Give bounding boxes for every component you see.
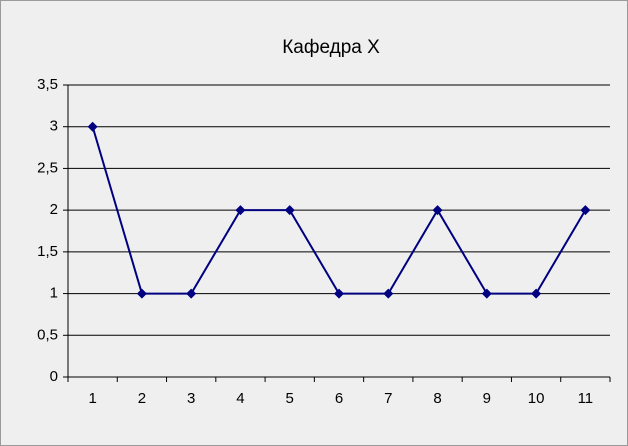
data-point xyxy=(136,288,147,299)
y-tick-label: 1,5 xyxy=(37,243,58,260)
y-tick-label: 2 xyxy=(50,201,58,218)
chart-title: Кафедра X xyxy=(282,37,380,58)
data-point xyxy=(284,205,295,216)
x-tick-label: 5 xyxy=(286,390,294,407)
y-tick-label: 2,5 xyxy=(37,159,58,176)
x-tick-label: 11 xyxy=(578,390,594,407)
y-tick-label: 0,5 xyxy=(37,326,58,343)
y-tick-label: 0 xyxy=(50,368,58,385)
x-tick-label: 1 xyxy=(88,390,96,407)
x-tick-label: 8 xyxy=(433,390,441,407)
data-point xyxy=(235,205,246,216)
x-tick-label: 9 xyxy=(483,390,491,407)
data-point xyxy=(580,205,591,216)
y-tick-label: 3 xyxy=(50,118,58,135)
y-tick-label: 3,5 xyxy=(37,76,58,93)
data-point xyxy=(383,288,394,299)
x-tick-label: 3 xyxy=(187,390,195,407)
data-point xyxy=(432,205,443,216)
data-point xyxy=(481,288,492,299)
y-tick-label: 1 xyxy=(50,285,58,302)
x-tick-label: 7 xyxy=(384,390,392,407)
data-point xyxy=(186,288,197,299)
x-tick-label: 4 xyxy=(236,390,244,407)
x-tick-label: 2 xyxy=(138,390,146,407)
data-point xyxy=(531,288,542,299)
data-point xyxy=(334,288,344,299)
data-point xyxy=(87,121,98,132)
x-tick-label: 10 xyxy=(528,390,545,407)
x-tick-label: 6 xyxy=(335,390,343,407)
